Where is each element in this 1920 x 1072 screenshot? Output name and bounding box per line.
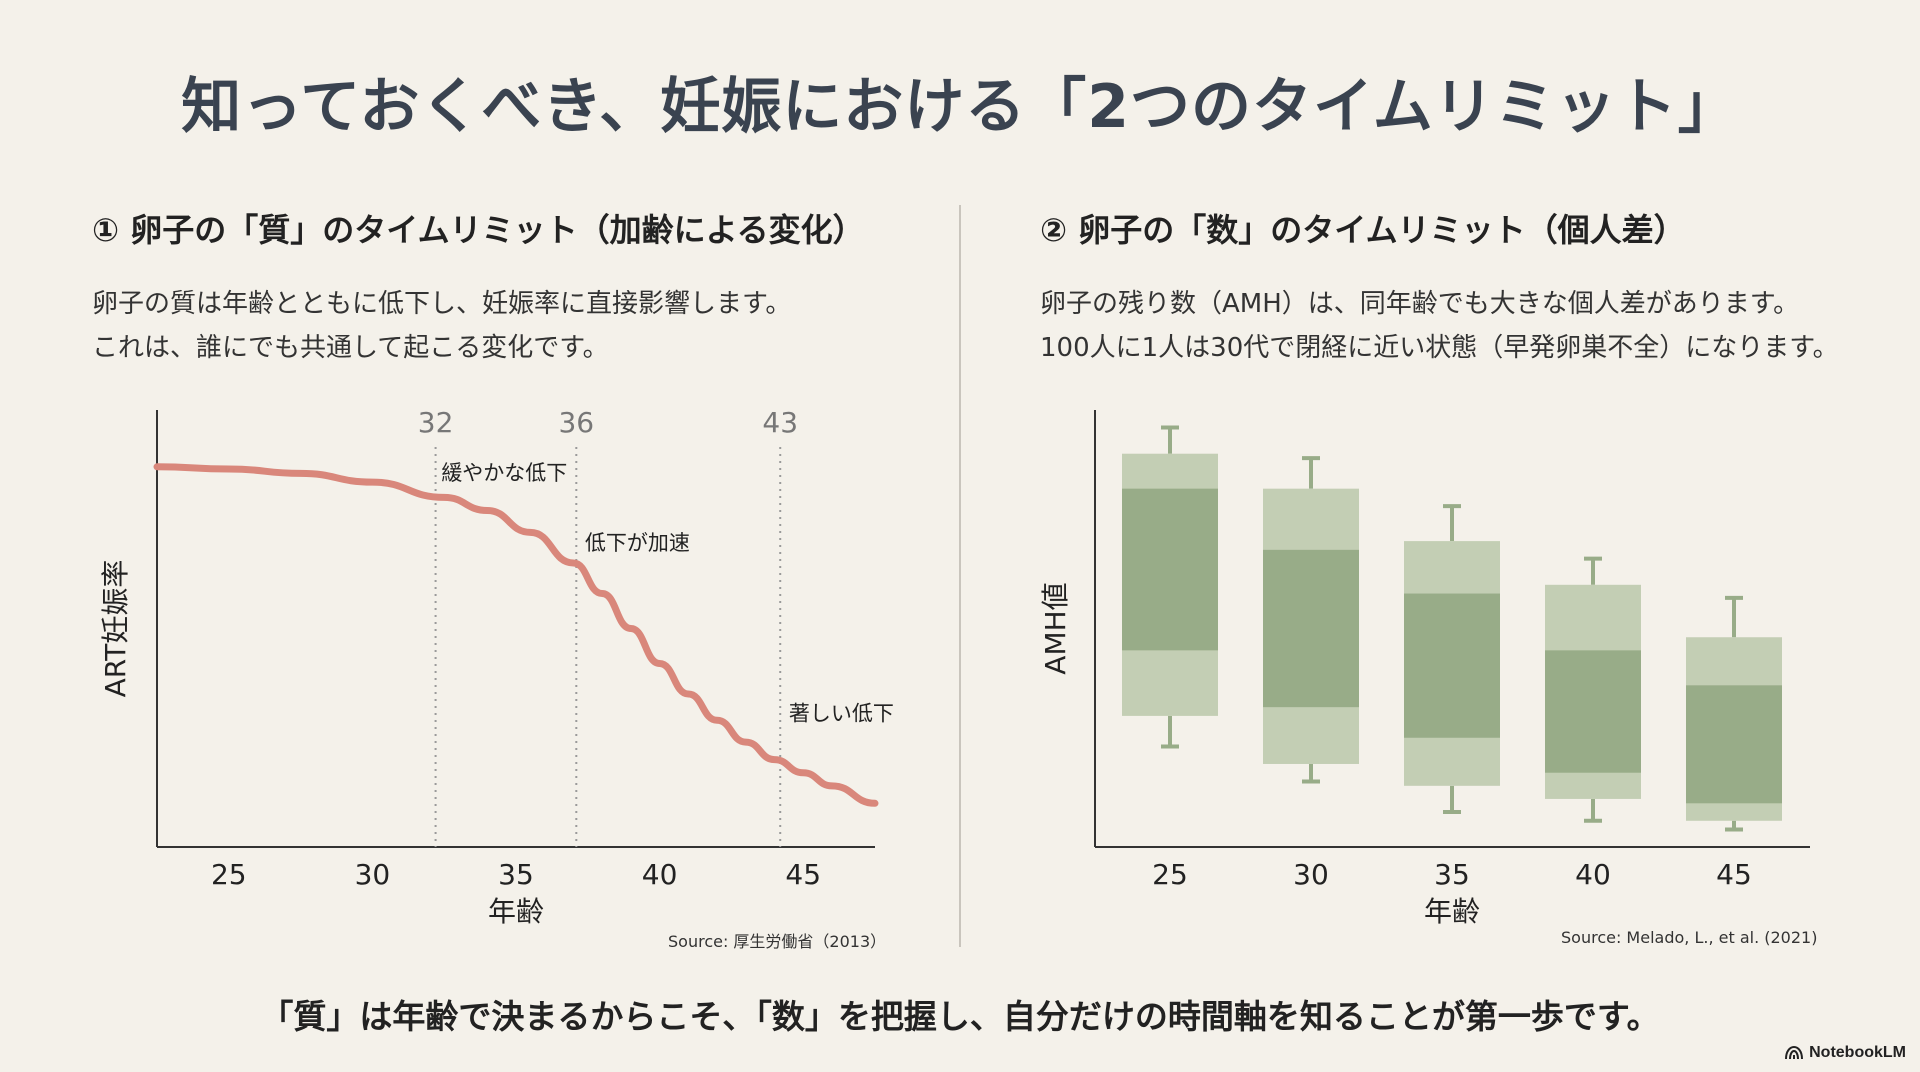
x-tick-label-45: 45: [785, 858, 821, 891]
left-section-heading: ① 卵子の「質」のタイムリミット（加齢による変化）: [92, 211, 865, 249]
left-description: 卵子の質は年齢とともに低下し、妊娠率に直接影響します。 これは、誰にでも共通して…: [92, 282, 791, 370]
age-marker-label-36: 36: [558, 406, 594, 439]
age-marker-label-32: 32: [418, 406, 454, 439]
y-axis-title: ART妊娠率: [99, 560, 132, 698]
x-axis-title: 年齢: [1424, 895, 1480, 928]
y-axis-title: AMH値: [1039, 582, 1072, 674]
right-description-line-1: 卵子の残り数（AMH）は、同年齢でも大きな個人差があります。: [1040, 289, 1800, 319]
inner-box-30: [1263, 549, 1359, 708]
age-marker-label-43: 43: [762, 406, 798, 439]
section-divider: [959, 205, 961, 947]
x-tick-label-25: 25: [1152, 858, 1188, 891]
inner-box-25: [1122, 488, 1218, 651]
phase-annotation-1: 緩やかな低下: [441, 461, 567, 485]
x-tick-label-45: 45: [1716, 858, 1752, 891]
x-tick-label-40: 40: [642, 858, 678, 891]
x-tick-label-40: 40: [1575, 858, 1611, 891]
left-source: Source: 厚生労働省（2013）: [668, 932, 887, 951]
x-tick-label-30: 30: [355, 858, 391, 891]
right-section-heading: ② 卵子の「数」のタイムリミット（個人差）: [1040, 211, 1686, 249]
x-tick-label-30: 30: [1293, 858, 1329, 891]
inner-box-40: [1545, 650, 1641, 773]
amh-box-chart: 25 30 35 40 45 年齢 AMH値: [1030, 395, 1850, 935]
x-axis-title: 年齢: [488, 895, 544, 928]
art-pregnancy-rate-curve: [153, 463, 879, 807]
right-source: Source: Melado, L., et al. (2021): [1561, 928, 1818, 947]
x-tick-label-35: 35: [498, 858, 534, 891]
slide-title: 知っておくべき、妊娠における「2つのタイムリミット」: [181, 72, 1739, 142]
footer-message: 「質」は年齢で決まるからこそ、「数」を把握し、自分だけの時間軸を知ることが第一歩…: [260, 997, 1660, 1036]
x-tick-label-25: 25: [211, 858, 247, 891]
phase-annotation-3: 著しい低下: [789, 701, 894, 725]
art-pregnancy-rate-chart: 32 36 43 緩やかな低下低下が加速著しい低下 25 30 35 40 45 年齢 ART妊娠率: [90, 395, 910, 935]
x-tick-label-35: 35: [1434, 858, 1470, 891]
right-description-line-2: 100人に1人は30代で閉経に近い状態（早発卵巣不全）になります。: [1040, 333, 1839, 363]
inner-box-45: [1686, 685, 1782, 804]
box-chart-svg: 25 30 35 40 45 年齢 AMH値: [1039, 410, 1810, 928]
brand-label: NotebookLM: [1809, 1044, 1906, 1061]
right-description: 卵子の残り数（AMH）は、同年齢でも大きな個人差があります。 100人に1人は3…: [1040, 282, 1839, 370]
brand: NotebookLM: [1785, 1044, 1906, 1062]
notebooklm-icon: [1785, 1046, 1804, 1060]
inner-box-35: [1404, 593, 1500, 738]
left-description-line-2: これは、誰にでも共通して起こる変化です。: [92, 333, 609, 363]
phase-annotation-2: 低下が加速: [585, 531, 690, 555]
left-description-line-1: 卵子の質は年齢とともに低下し、妊娠率に直接影響します。: [92, 289, 792, 319]
